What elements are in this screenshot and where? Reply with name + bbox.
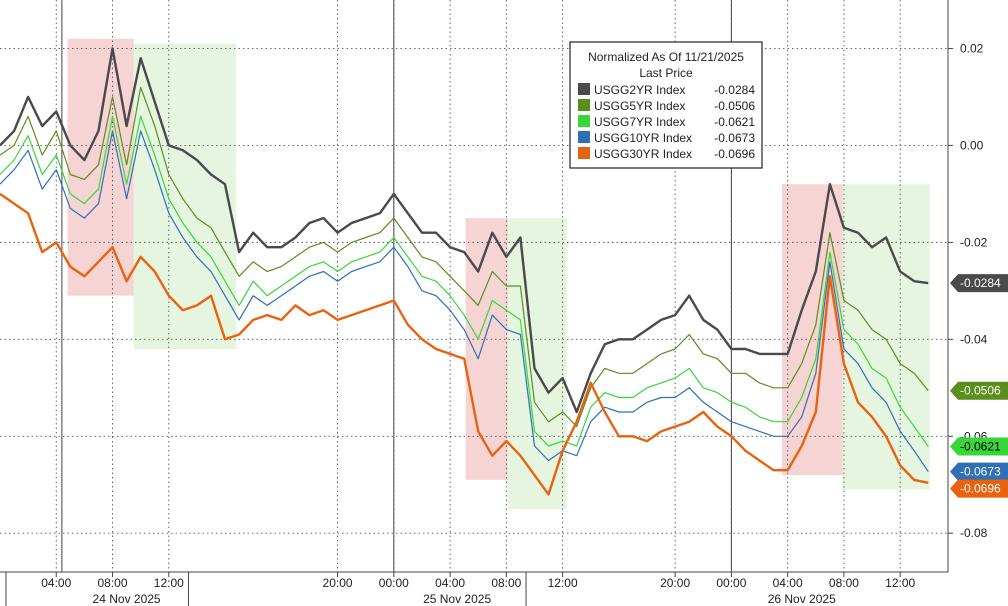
last-price-tag-bg: [950, 381, 1008, 400]
legend-swatch: [578, 115, 590, 127]
legend-series-value: -0.0621: [714, 115, 755, 129]
legend-series-value: -0.0506: [714, 99, 755, 113]
y-tick-label: -0.08: [960, 526, 988, 540]
x-tick-label: 08:00: [98, 576, 128, 590]
last-price-tag-bg: [950, 274, 1008, 293]
date-label: 25 Nov 2025: [423, 592, 491, 606]
last-price-tag: -0.0696: [950, 479, 1008, 498]
y-tick-label: 0.00: [960, 138, 984, 152]
legend-series-value: -0.0673: [714, 131, 755, 145]
shaded-regions: [67, 38, 930, 509]
x-tick-label: 00:00: [379, 576, 409, 590]
legend-series-name: USGG2YR Index: [594, 83, 685, 97]
last-price-tag: -0.0621: [950, 437, 1008, 456]
legend-series-name: USGG5YR Index: [594, 99, 685, 113]
legend-series-value: -0.0696: [714, 147, 755, 161]
last-price-labels: -0.0284 -0.0506 -0.0621 -0.0673 -0.0696: [950, 274, 1008, 498]
legend-box: [569, 41, 763, 169]
x-tick-label: 04:00: [435, 576, 465, 590]
shaded-region-green: [133, 43, 237, 350]
x-tick-label: 08:00: [829, 576, 859, 590]
last-price-tag-label: -0.0506: [960, 384, 1001, 398]
legend-swatch: [578, 147, 590, 159]
series-line-usgg7yr: [0, 115, 929, 447]
last-price-tag: -0.0673: [950, 462, 1008, 481]
shaded-region-red: [465, 218, 508, 480]
legend-swatch: [578, 99, 590, 111]
x-tick-label: 08:00: [491, 576, 521, 590]
legend-swatch: [578, 131, 590, 143]
last-price-tag-bg: [950, 462, 1008, 481]
legend-items: USGG2YR Index -0.0284 USGG5YR Index -0.0506…: [578, 83, 755, 161]
last-price-tag: -0.0506: [950, 381, 1008, 400]
x-tick-label: 12:00: [154, 576, 184, 590]
series-line-usgg30yr: [0, 192, 929, 496]
series-line-usgg10yr: [0, 130, 929, 473]
x-tick-label: 20:00: [323, 576, 353, 590]
last-price-tag-label: -0.0696: [960, 482, 1001, 496]
last-price-tag-bg: [950, 479, 1008, 498]
shaded-region-red: [782, 184, 843, 476]
last-price-tag-label: -0.0284: [960, 276, 1001, 290]
legend-series-name: USGG7YR Index: [594, 115, 685, 129]
x-tick-label: 04:00: [773, 576, 803, 590]
series-line-usgg5yr: [0, 86, 929, 428]
legend-series-name: USGG10YR Index: [594, 131, 692, 145]
shaded-region-green: [842, 184, 930, 490]
shaded-region-red: [67, 38, 134, 296]
series-lines: [0, 47, 929, 496]
last-price-tag: -0.0284: [950, 274, 1008, 293]
x-tick-label: 04:00: [41, 576, 71, 590]
x-tick-label: 12:00: [885, 576, 915, 590]
legend-series-value: -0.0284: [714, 83, 755, 97]
series-line-usgg2yr: [0, 47, 929, 414]
legend-title: Normalized As Of 11/21/2025: [588, 50, 744, 64]
legend-series-name: USGG30YR Index: [594, 147, 692, 161]
date-label: 26 Nov 2025: [768, 592, 836, 606]
x-tick-label: 20:00: [660, 576, 690, 590]
y-tick-label: -0.04: [960, 332, 988, 346]
last-price-tag-bg: [950, 437, 1008, 456]
last-price-tag-label: -0.0673: [960, 465, 1001, 479]
legend-swatch: [578, 83, 590, 95]
shaded-region-green: [507, 218, 567, 509]
x-tick-label: 12:00: [548, 576, 578, 590]
date-label: 24 Nov 2025: [93, 592, 161, 606]
y-tick-label: -0.02: [960, 235, 988, 249]
y-tick-label: 0.02: [960, 41, 984, 55]
legend: Normalized As Of 11/21/2025 Last Price U…: [569, 41, 763, 169]
legend-subtitle: Last Price: [639, 66, 693, 80]
x-axis: 04:00 08:00 12:00 20:00 00:00 04:00 08:00 12:00…: [0, 571, 948, 606]
x-tick-label: 00:00: [716, 576, 746, 590]
last-price-tag-label: -0.0621: [960, 439, 1001, 453]
